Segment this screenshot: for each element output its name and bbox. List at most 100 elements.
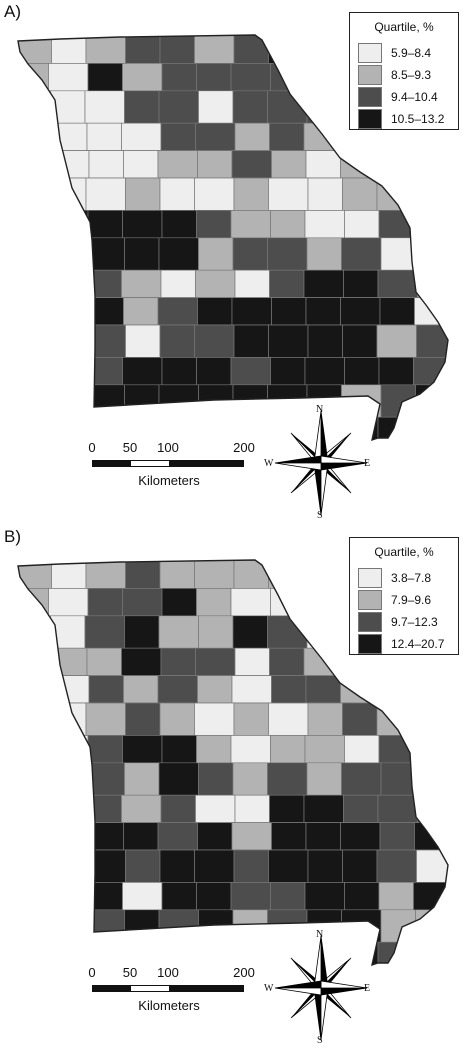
scale-unit-label: Kilometers [138, 998, 200, 1013]
county [18, 675, 50, 704]
county [88, 675, 124, 704]
county [306, 90, 342, 124]
county [378, 357, 414, 386]
county [194, 324, 235, 358]
county [85, 324, 126, 358]
county [307, 324, 343, 358]
county [159, 324, 195, 358]
county [234, 269, 270, 298]
county [232, 762, 268, 796]
county [379, 297, 415, 326]
county [194, 702, 235, 736]
county [378, 882, 414, 911]
county [376, 849, 417, 883]
county [50, 237, 86, 271]
county [51, 560, 87, 589]
county [233, 324, 269, 358]
county [159, 849, 195, 883]
county [307, 702, 343, 736]
legend-label: 10.5–13.2 [391, 112, 445, 126]
county [88, 297, 124, 326]
county [379, 822, 415, 851]
county [413, 882, 448, 911]
county [232, 90, 268, 124]
county [50, 909, 86, 943]
county [121, 269, 162, 298]
county [415, 237, 448, 271]
county [233, 849, 269, 883]
county [197, 297, 233, 326]
county [307, 560, 343, 589]
county [417, 416, 448, 440]
county [231, 150, 272, 179]
county [269, 122, 305, 151]
county [307, 849, 343, 883]
county [415, 762, 448, 796]
county [197, 675, 233, 704]
legend-swatch [358, 43, 382, 63]
legend-title: Quartile, % [374, 20, 434, 34]
county [52, 647, 88, 676]
county [270, 882, 306, 911]
compass-rose-icon [274, 935, 368, 1041]
county [18, 735, 49, 764]
county [49, 822, 90, 851]
county [268, 702, 309, 736]
county [304, 588, 345, 617]
county [198, 615, 234, 649]
county [415, 909, 448, 943]
county [197, 822, 233, 851]
county [52, 122, 88, 151]
county [307, 35, 343, 64]
county [230, 357, 271, 386]
scale-tick-label: 200 [233, 965, 255, 980]
county [270, 588, 306, 617]
county [270, 357, 306, 386]
county [160, 122, 196, 151]
county [124, 237, 160, 271]
county [84, 90, 125, 124]
county [303, 269, 344, 298]
county [125, 560, 161, 589]
county [85, 177, 126, 211]
county [48, 357, 89, 386]
county [18, 297, 50, 326]
county [194, 849, 235, 883]
county [161, 735, 197, 764]
scale-tick-label: 50 [122, 440, 138, 455]
county [340, 297, 381, 326]
county [157, 150, 198, 179]
county [18, 357, 49, 386]
county [194, 560, 235, 589]
state-outline [17, 559, 449, 967]
county [161, 882, 197, 911]
county [340, 822, 381, 851]
compass-north-label: N [316, 404, 324, 415]
scale-bar-graphic [92, 460, 244, 467]
county [84, 384, 125, 418]
county [18, 615, 51, 649]
county [232, 615, 268, 649]
county [18, 269, 53, 298]
county [86, 122, 122, 151]
county [18, 177, 52, 211]
county [269, 269, 305, 298]
scale-tick-label: 100 [157, 965, 179, 980]
scale-bar: 0 50 100 200 Kilometers [84, 965, 254, 1025]
county [414, 150, 448, 179]
county [49, 297, 90, 326]
county [87, 63, 123, 92]
scale-tick-label: 0 [88, 965, 96, 980]
county [122, 588, 163, 617]
county [416, 177, 448, 211]
county [230, 735, 271, 764]
county [125, 324, 161, 358]
county [52, 269, 88, 298]
county [124, 615, 160, 649]
county [231, 822, 272, 851]
county [195, 269, 236, 298]
county [231, 675, 272, 704]
county [122, 357, 163, 386]
county [304, 735, 345, 764]
county [376, 177, 417, 211]
